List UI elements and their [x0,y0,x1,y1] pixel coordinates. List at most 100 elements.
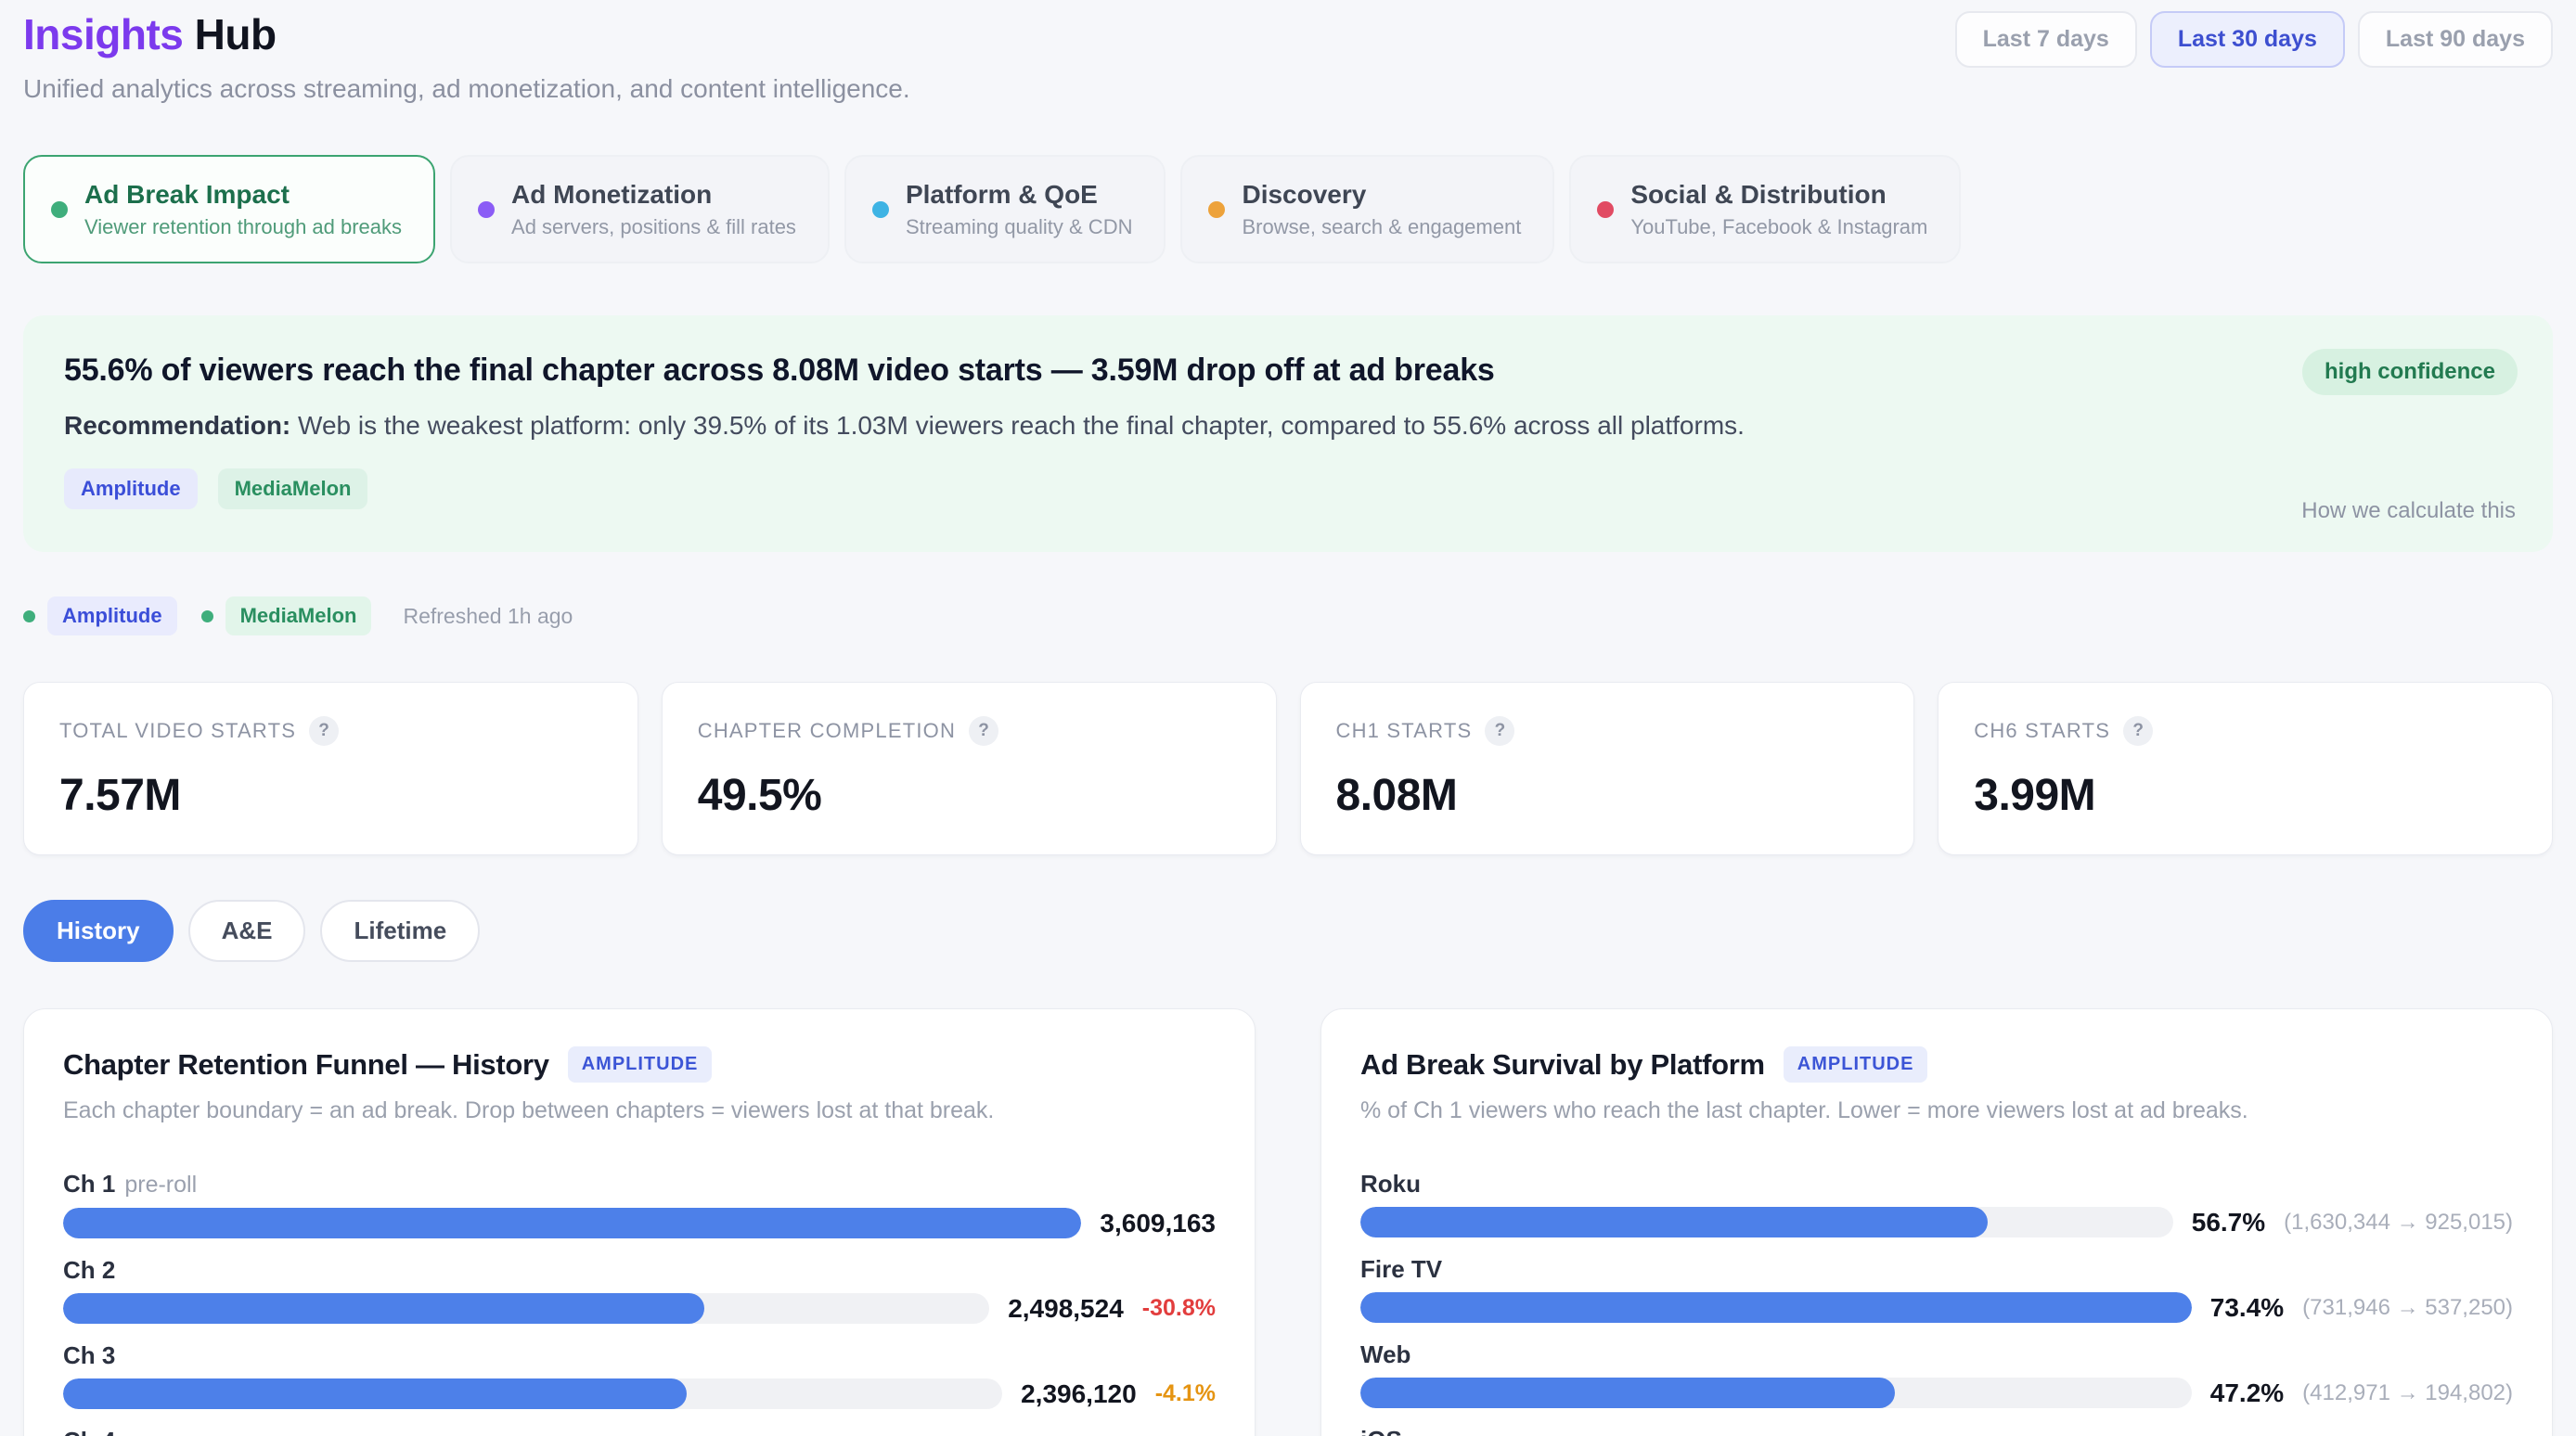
bar-line: 3,609,163 [63,1208,1216,1238]
page-subtitle: Unified analytics across streaming, ad m… [23,74,910,103]
bar-line: 47.2% (412,971 → 194,802) [1360,1378,2513,1408]
help-icon[interactable]: ? [969,716,999,746]
date-range-group: Last 7 days Last 30 days Last 90 days [1954,11,2553,68]
tab-ad-break-impact[interactable]: Ad Break Impact Viewer retention through… [23,155,436,263]
platform-label: iOS [1360,1426,1402,1436]
kpi-ch1-starts: CH1 STARTS ? 8.08M [1299,682,1915,855]
bar-value: 2,498,524 [1008,1293,1124,1323]
header-text: Insights Hub Unified analytics across st… [23,9,910,104]
tab-title: Discovery [1242,180,1367,209]
bar-line: 2,396,120 -4.1% [63,1378,1216,1409]
bar-fill [1360,1207,1989,1237]
bar-fill [1360,1292,2192,1323]
recommendation-label: Recommendation: [64,411,291,440]
row-label: Ch 3 [63,1340,1216,1370]
bar-fill [1360,1378,1895,1408]
amplitude-badge: AMPLITUDE [567,1046,713,1083]
tab-ad-monetization[interactable]: Ad Monetization Ad servers, positions & … [450,155,830,263]
bar-line: 56.7% (1,630,344 → 925,015) [1360,1207,2513,1237]
range-last-90-days-button[interactable]: Last 90 days [2357,11,2553,68]
kpi-label-row: CHAPTER COMPLETION ? [698,716,1241,746]
status-dot-icon [200,609,213,622]
source-amplitude: Amplitude [23,596,177,635]
chapter-label: Ch 2 [63,1256,116,1284]
chapter-retention-funnel-panel: Chapter Retention Funnel — History AMPLI… [23,1008,1256,1436]
kpi-cards-row: TOTAL VIDEO STARTS ? 7.57M CHAPTER COMPL… [23,682,2553,855]
toggle-history-button[interactable]: History [23,900,174,962]
page-title-accent: Insights [23,10,184,58]
kpi-value: 49.5% [697,771,822,820]
survival-row-ios: iOS 64.7% (288,121 → 186,278) [1360,1425,2513,1436]
bar-track [63,1293,990,1324]
confidence-badge: high confidence [2301,349,2518,395]
range-last-7-days-button[interactable]: Last 7 days [1954,11,2137,68]
panel-subtitle: % of Ch 1 viewers who reach the last cha… [1360,1097,2248,1123]
funnel-row-ch2: Ch 2 2,498,524 -30.8% [63,1255,1216,1324]
how-we-calculate-link[interactable]: How we calculate this [2301,498,2516,523]
bar-track [63,1378,1003,1409]
refreshed-timestamp: Refreshed 1h ago [403,603,573,628]
tab-subtitle: YouTube, Facebook & Instagram [1630,215,1928,238]
section-tabs: Ad Break Impact Viewer retention through… [23,155,2553,263]
charts-row: Chapter Retention Funnel — History AMPLI… [23,1008,2553,1436]
chapter-label: Ch 4 [63,1427,115,1436]
insight-banner: 55.6% of viewers reach the final chapter… [23,315,2553,552]
tab-dot-icon [51,200,68,218]
panel-subtitle: Each chapter boundary = an ad break. Dro… [63,1097,995,1123]
source-pill: MediaMelon [225,596,372,635]
range-last-30-days-button[interactable]: Last 30 days [2149,11,2345,68]
toggle-ae-button[interactable]: A&E [187,900,306,962]
kpi-label: CH1 STARTS [1335,719,1473,742]
status-dot-icon [23,609,35,622]
tab-subtitle: Streaming quality & CDN [905,215,1133,238]
platform-label: Roku [1360,1170,1421,1198]
survival-row-roku: Roku 56.7% (1,630,344 → 925,015) [1360,1169,2513,1237]
row-label: iOS [1360,1425,2513,1436]
panel-header: Ad Break Survival by Platform AMPLITUDE [1360,1046,2513,1083]
tab-platform-qoe[interactable]: Platform & QoE Streaming quality & CDN [844,155,1166,263]
row-label: Ch 4 [63,1426,1216,1436]
help-icon[interactable]: ? [309,716,340,746]
funnel-row-ch1: Ch 1 pre-roll 3,609,163 [63,1169,1216,1238]
help-icon[interactable]: ? [1485,716,1515,746]
bar-fill [63,1208,1082,1238]
platform-label: Web [1360,1340,1411,1368]
row-label: Ch 2 [63,1255,1216,1285]
page-title-rest: Hub [194,10,277,58]
panel-title: Ad Break Survival by Platform [1360,1047,1765,1081]
toggle-lifetime-button[interactable]: Lifetime [320,900,481,962]
tab-title: Platform & QoE [905,180,1098,209]
kpi-value: 3.99M [1974,771,2096,820]
funnel-row-ch3: Ch 3 2,396,120 -4.1% [63,1340,1216,1409]
amplitude-badge: AMPLITUDE [1783,1046,1928,1083]
bar-fill [63,1293,704,1324]
ad-break-survival-panel: Ad Break Survival by Platform AMPLITUDE … [1320,1008,2553,1436]
funnel-rows: Ch 1 pre-roll 3,609,163 Ch 2 2,498,524 -3… [63,1169,1216,1436]
survival-rows: Roku 56.7% (1,630,344 → 925,015) Fire TV… [1360,1169,2513,1436]
bar-line: 73.4% (731,946 → 537,250) [1360,1292,2513,1323]
survival-row-firetv: Fire TV 73.4% (731,946 → 537,250) [1360,1254,2513,1323]
bar-delta: -30.8% [1141,1295,1216,1321]
source-pill: Amplitude [47,596,177,635]
tab-dot-icon [1597,200,1615,218]
bar-line: 2,498,524 -30.8% [63,1293,1216,1324]
tab-discovery[interactable]: Discovery Browse, search & engagement [1180,155,1555,263]
tab-title: Social & Distribution [1630,180,1887,209]
kpi-label: CH6 STARTS [1974,719,2111,742]
row-label: Ch 1 pre-roll [63,1169,1216,1199]
tab-social-distribution[interactable]: Social & Distribution YouTube, Facebook … [1569,155,1962,263]
bar-value: 56.7% [2191,1207,2266,1237]
tab-text: Ad Monetization Ad servers, positions & … [511,179,796,239]
tab-title: Ad Break Impact [84,180,290,209]
tab-subtitle: Viewer retention through ad breaks [84,215,403,238]
tab-text: Ad Break Impact Viewer retention through… [84,179,402,239]
recommendation-text: Web is the weakest platform: only 39.5% … [290,411,1745,440]
row-label: Web [1360,1340,2513,1369]
bar-track [1360,1207,2173,1237]
help-icon[interactable]: ? [2123,716,2154,746]
tab-dot-icon [478,200,496,218]
tab-subtitle: Browse, search & engagement [1242,215,1522,238]
insight-headline: 55.6% of viewers reach the final chapter… [64,353,1495,388]
insight-source-chips: Amplitude MediaMelon [64,468,2512,509]
bar-detail: (1,630,344 → 925,015) [2284,1209,2513,1235]
